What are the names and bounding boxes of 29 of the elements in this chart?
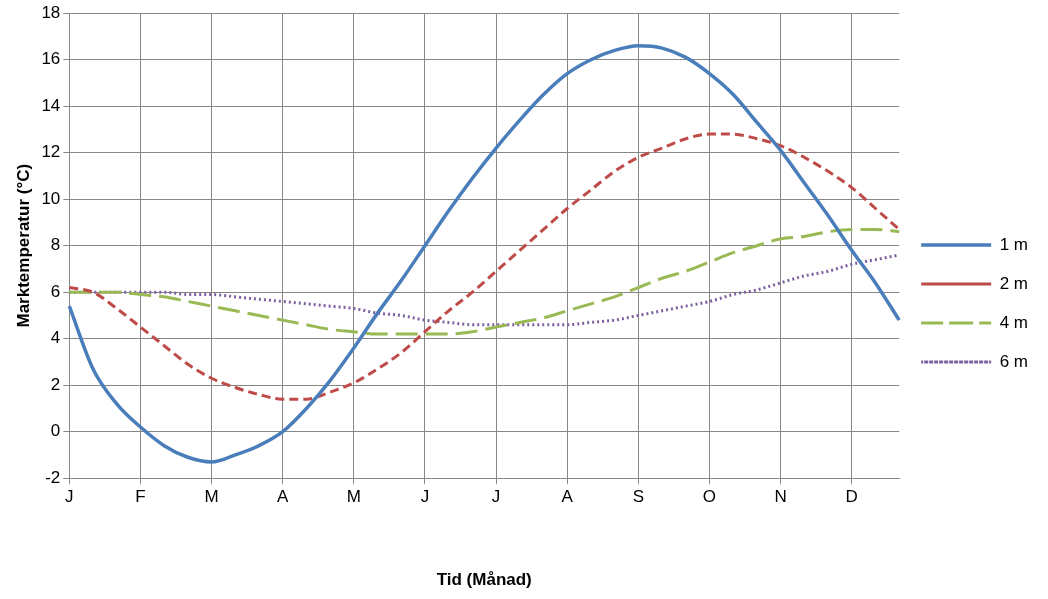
x-tick-label: A — [561, 487, 574, 507]
y-tick-label: 16 — [41, 49, 61, 69]
y-tick-label: 6 — [50, 281, 61, 301]
x-tick-label: N — [774, 487, 787, 507]
x-tick-label: M — [204, 487, 219, 507]
x-tick-label: S — [632, 487, 645, 507]
y-tick-label: 8 — [50, 235, 61, 255]
y-tick-label: 2 — [50, 374, 61, 394]
y-axis-title: Marktemperatur (°C) — [13, 163, 33, 328]
legend-label: 4 m — [999, 312, 1028, 332]
x-tick-label: J — [65, 487, 74, 507]
x-tick-label: A — [277, 487, 290, 507]
y-tick-label: 18 — [41, 2, 61, 22]
x-tick-label: O — [702, 487, 717, 507]
x-tick-label: F — [135, 487, 146, 507]
y-tick-label: 14 — [41, 95, 61, 115]
x-tick-label: M — [346, 487, 361, 507]
y-tick-label: 0 — [50, 421, 61, 441]
y-tick-label: -2 — [45, 467, 61, 487]
legend-label: 6 m — [999, 351, 1028, 371]
y-tick-label: 4 — [50, 328, 61, 348]
x-tick-label: J — [420, 487, 430, 507]
x-axis-title: Tid (Månad) — [436, 570, 532, 590]
x-tick-label: D — [845, 487, 858, 507]
legend-label: 2 m — [999, 273, 1028, 293]
x-tick-label: J — [491, 487, 501, 507]
legend-label: 1 m — [999, 234, 1028, 254]
y-tick-label: 12 — [41, 142, 61, 162]
y-tick-label: 10 — [41, 188, 61, 208]
